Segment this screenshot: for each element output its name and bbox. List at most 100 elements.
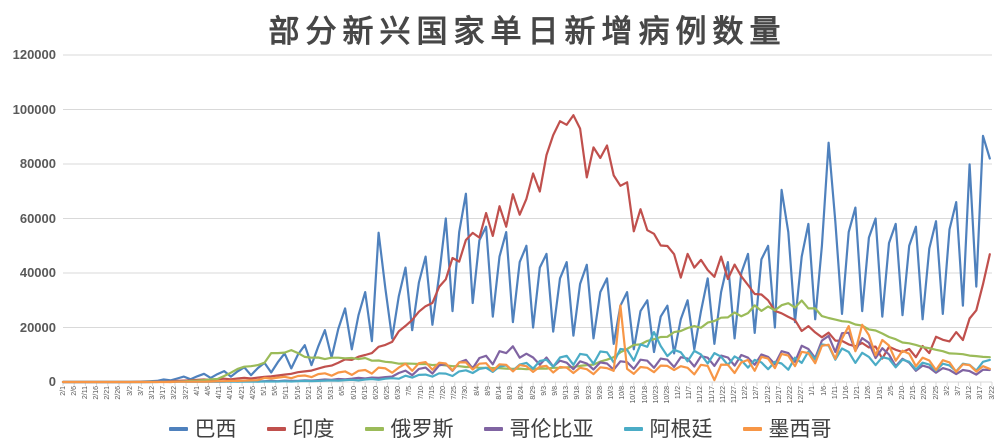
x-tick-label: 4/11 <box>216 386 224 400</box>
x-tick-label: 4/21 <box>238 386 246 400</box>
x-tick-label: 6/20 <box>372 386 380 400</box>
y-tick-label: 40000 <box>19 265 56 280</box>
x-tick-label: 10/3 <box>607 386 615 400</box>
x-tick-label: 9/18 <box>574 386 582 400</box>
legend-label-argentina: 阿根廷 <box>649 417 713 441</box>
x-tick-label: 3/12 <box>149 386 157 400</box>
x-tick-label: 11/17 <box>708 386 716 403</box>
x-tick-label: 5/21 <box>305 386 313 400</box>
y-tick-label: 20000 <box>19 319 56 335</box>
x-tick-label: 11/12 <box>697 386 705 403</box>
x-tick-label: 7/15 <box>428 386 436 400</box>
x-tick-label: 3/17 <box>977 386 985 400</box>
chart-title: 部分新兴国家单日新增病例数量 <box>268 14 787 49</box>
x-tick-label: 2/26 <box>115 386 123 400</box>
x-tick-label: 3/7 <box>137 386 145 396</box>
x-tick-label: 10/13 <box>630 386 638 404</box>
x-tick-label: 8/19 <box>507 386 515 400</box>
x-tick-label: 8/9 <box>484 386 492 396</box>
legend-swatch-russia <box>364 427 384 431</box>
x-tick-label: 5/26 <box>316 386 324 400</box>
x-tick-label: 4/26 <box>249 386 257 400</box>
legend-item-brazil: 巴西 <box>168 418 237 440</box>
x-tick-label: 12/2 <box>742 386 750 400</box>
x-tick-label: 3/27 <box>182 386 190 400</box>
legend-item-mexico: 墨西哥 <box>742 417 832 441</box>
x-tick-label: 11/7 <box>686 386 694 400</box>
y-tick-label: 0 <box>48 374 56 389</box>
x-tick-label: 2/6 <box>70 386 78 396</box>
x-tick-label: 2/10 <box>898 386 906 400</box>
x-tick-label: 7/5 <box>406 386 414 396</box>
x-tick-label: 1/26 <box>865 386 873 400</box>
x-tick-label: 6/30 <box>395 386 403 400</box>
legend-label-mexico: 墨西哥 <box>768 417 832 441</box>
x-tick-label: 7/10 <box>417 386 425 400</box>
series-line-mexico <box>61 304 991 384</box>
x-tick-label: 1/6 <box>820 386 828 396</box>
legend-label-india: 印度 <box>292 417 335 441</box>
x-tick-label: 1/11 <box>831 386 839 400</box>
x-tick-label: 8/24 <box>518 386 526 400</box>
y-tick-label: 60000 <box>19 210 56 226</box>
legend-swatch-mexico <box>742 427 762 431</box>
legend-item-colombia: 哥伦比亚 <box>483 417 594 441</box>
x-tick-label: 5/6 <box>272 386 280 396</box>
x-tick-label: 3/17 <box>160 386 168 400</box>
x-tick-label: 11/27 <box>731 386 739 403</box>
x-tick-label: 8/29 <box>529 386 537 400</box>
x-tick-label: 3/12 <box>966 386 974 400</box>
x-tick-label: 2/11 <box>81 386 89 400</box>
x-tick-label: 10/8 <box>619 386 627 400</box>
x-tick-label: 8/4 <box>473 386 481 396</box>
x-tick-label: 5/31 <box>328 386 336 400</box>
x-tick-label: 9/28 <box>596 386 604 400</box>
x-tick-label: 7/20 <box>440 386 448 400</box>
x-tick-label: 6/25 <box>384 386 392 400</box>
x-tick-label: 2/16 <box>93 386 101 400</box>
x-tick-label: 5/11 <box>283 386 291 400</box>
legend-label-colombia: 哥伦比亚 <box>509 417 594 441</box>
x-tick-label: 9/3 <box>540 386 548 396</box>
x-tick-label: 4/16 <box>227 386 235 400</box>
x-tick-label: 10/23 <box>652 386 660 404</box>
x-tick-label: 2/20 <box>921 386 929 400</box>
x-tick-label: 6/15 <box>361 386 369 400</box>
x-tick-label: 2/15 <box>910 386 918 400</box>
series-line-russia <box>61 299 991 384</box>
x-tick-label: 11/2 <box>675 386 683 400</box>
x-tick-label: 7/25 <box>451 386 459 400</box>
legend-item-argentina: 阿根廷 <box>623 417 713 441</box>
y-tick-label: 100000 <box>12 101 56 117</box>
x-tick-label: 12/12 <box>764 386 772 404</box>
x-tick-label: 12/27 <box>798 386 806 404</box>
x-tick-label: 1/21 <box>854 386 862 400</box>
legend-swatch-india <box>266 427 286 431</box>
x-tick-label: 12/17 <box>775 386 783 404</box>
x-tick-label: 10/28 <box>663 386 671 404</box>
x-tick-label: 2/25 <box>932 386 940 400</box>
x-tick-label: 5/16 <box>294 386 302 400</box>
x-tick-label: 11/22 <box>719 386 727 403</box>
y-tick-label: 80000 <box>19 156 56 171</box>
x-tick-label: 3/2 <box>126 386 134 396</box>
x-tick-label: 4/6 <box>205 386 212 396</box>
x-tick-label: 6/5 <box>339 386 347 396</box>
x-tick-label: 3/22 <box>988 386 996 400</box>
x-tick-label: 1/1 <box>809 386 817 396</box>
x-tick-label: 9/8 <box>551 386 559 396</box>
legend-swatch-colombia <box>483 427 503 431</box>
x-tick-label: 3/7 <box>954 386 962 396</box>
x-tick-label: 8/14 <box>496 386 504 400</box>
x-tick-label: 1/16 <box>842 386 850 400</box>
x-tick-label: 6/10 <box>350 386 358 400</box>
x-tick-label: 12/22 <box>787 386 795 404</box>
x-tick-label: 5/1 <box>260 386 268 396</box>
x-tick-label: 9/23 <box>585 386 593 400</box>
legend: 巴西 印度 俄罗斯 哥伦比亚 阿根廷 墨西哥 <box>0 414 1000 444</box>
x-tick-label: 2/5 <box>887 386 895 396</box>
x-tick-label: 7/30 <box>462 386 470 400</box>
series-line-brazil <box>61 134 991 384</box>
